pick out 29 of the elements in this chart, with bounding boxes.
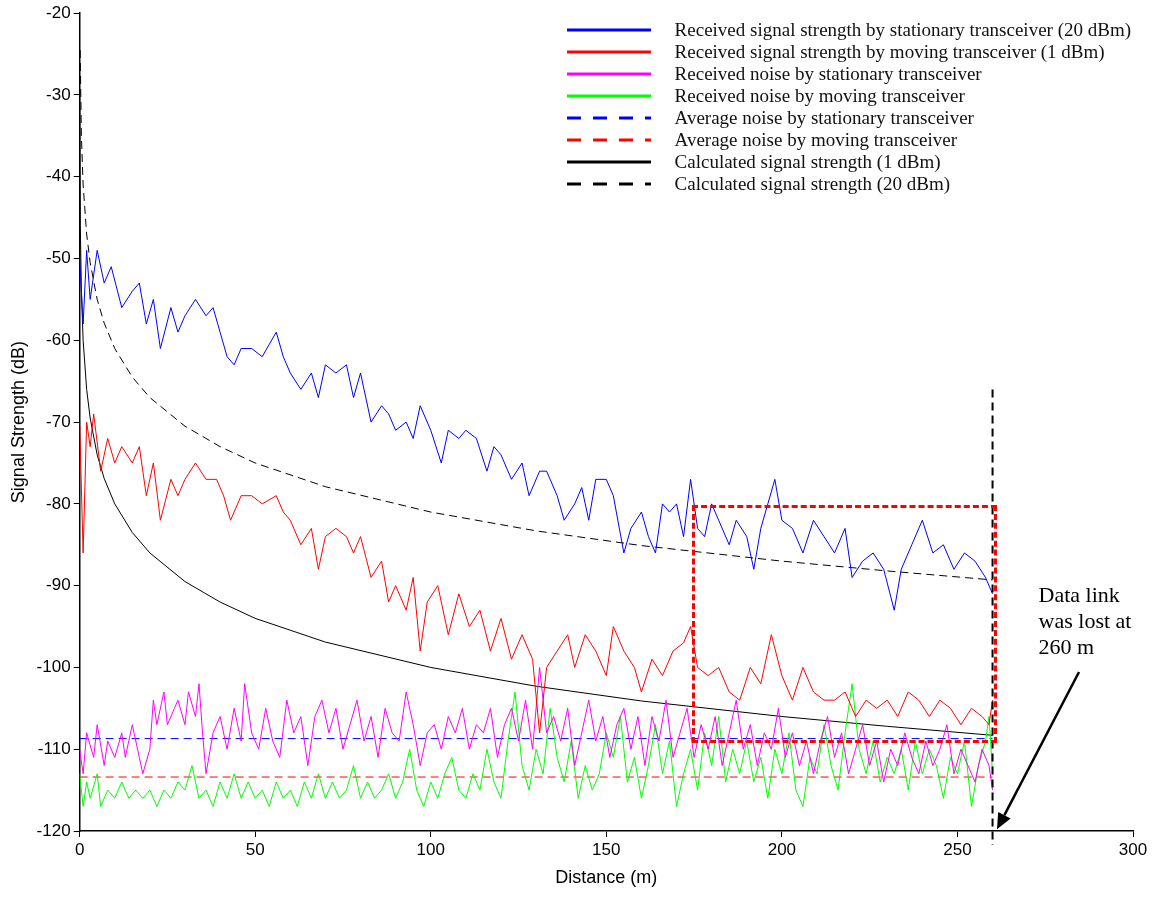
legend-label: Received noise by moving transceiver [674,85,965,108]
y-tick-label: -100 [36,657,71,677]
y-tick-label: -70 [46,411,71,431]
legend-label: Received signal strength by moving transceiver (1 dBm) [674,41,1105,64]
annotation: Data link was lost at 260 m [1038,582,1132,660]
legend-label: Received noise by stationary transceiver [674,63,982,86]
x-tick-label: 200 [767,839,797,859]
y-tick-label: -80 [46,493,71,513]
y-tick-label: -40 [46,166,71,186]
x-tick-label: 300 [1118,839,1148,859]
y-tick-label: -60 [46,330,71,350]
y-tick-label: -30 [46,84,71,104]
x-tick-label: 0 [74,839,85,859]
legend-label: Received signal strength by stationary transceiver (20 dBm) [674,19,1131,42]
legend-label: Calculated signal strength (20 dBm) [674,173,951,196]
x-tick-label: 250 [943,839,972,859]
y-tick-label: -120 [36,820,71,840]
y-tick-label: -20 [46,2,71,22]
x-tick-label: 100 [416,839,445,859]
y-tick-label: -110 [37,738,71,758]
legend-label: Calculated signal strength (1 dBm) [674,151,941,174]
x-tick-label: 150 [592,839,621,859]
y-tick-label: -90 [46,575,71,595]
legend-label: Average noise by stationary transceiver [674,107,974,130]
y-tick-label: -50 [46,248,71,268]
x-axis-title: Distance (m) [555,867,658,888]
legend-label: Average noise by moving transceiver [674,129,958,152]
y-axis-title: Signal Strength (dB) [7,341,28,504]
x-tick-label: 50 [245,839,265,859]
